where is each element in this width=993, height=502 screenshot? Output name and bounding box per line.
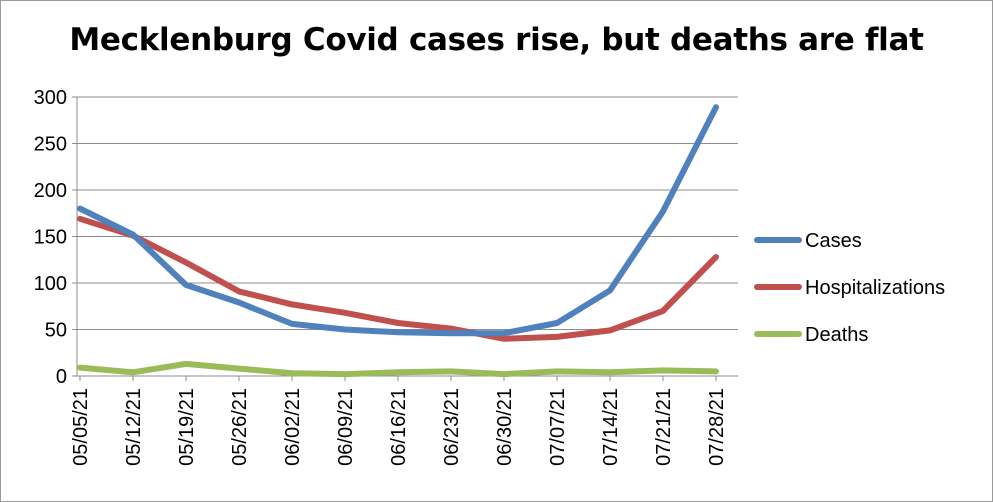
legend-label-hospitalizations: Hospitalizations bbox=[805, 277, 945, 299]
y-tick-label-100: 100 bbox=[34, 273, 67, 295]
legend: Cases Hospitalizations Deaths bbox=[754, 230, 945, 346]
x-tick-label-7: 06/23/21 bbox=[441, 388, 463, 466]
y-tick-labels: 0 50 100 150 200 250 300 bbox=[34, 87, 67, 388]
axes bbox=[72, 96, 738, 381]
series-line-deaths bbox=[77, 360, 719, 378]
y-tick-label-300: 300 bbox=[34, 87, 67, 109]
x-tick-label-11: 07/21/21 bbox=[653, 388, 675, 466]
x-tick-labels: 05/05/21 05/12/21 05/19/21 05/26/21 06/02/21… bbox=[70, 388, 728, 466]
legend-label-deaths: Deaths bbox=[805, 324, 868, 346]
x-tick-label-9: 07/07/21 bbox=[547, 388, 569, 466]
y-tick-label-150: 150 bbox=[34, 227, 67, 249]
y-tick-label-0: 0 bbox=[56, 366, 67, 388]
legend-label-cases: Cases bbox=[805, 230, 862, 252]
x-tick-label-6: 06/16/21 bbox=[388, 388, 410, 466]
x-tick-label-2: 05/19/21 bbox=[176, 388, 198, 466]
series-line-hospitalizations bbox=[77, 215, 719, 342]
x-tick-label-10: 07/14/21 bbox=[600, 388, 622, 466]
y-tick-label-250: 250 bbox=[34, 134, 67, 156]
y-tick-label-50: 50 bbox=[45, 320, 67, 342]
x-tick-label-1: 05/12/21 bbox=[123, 388, 145, 466]
chart-title: Mecklenburg Covid cases rise, but deaths… bbox=[69, 22, 924, 58]
x-tick-label-5: 06/09/21 bbox=[335, 388, 357, 466]
x-tick-label-4: 06/02/21 bbox=[282, 388, 304, 466]
y-tick-label-200: 200 bbox=[34, 180, 67, 202]
series-line-cases bbox=[77, 104, 719, 337]
series-lines bbox=[77, 104, 719, 378]
x-tick-label-8: 06/30/21 bbox=[494, 388, 516, 466]
x-tick-label-0: 05/05/21 bbox=[70, 388, 92, 466]
x-tick-label-12: 07/28/21 bbox=[706, 388, 728, 466]
x-tick-label-3: 05/26/21 bbox=[229, 388, 251, 466]
gridlines bbox=[77, 96, 738, 330]
